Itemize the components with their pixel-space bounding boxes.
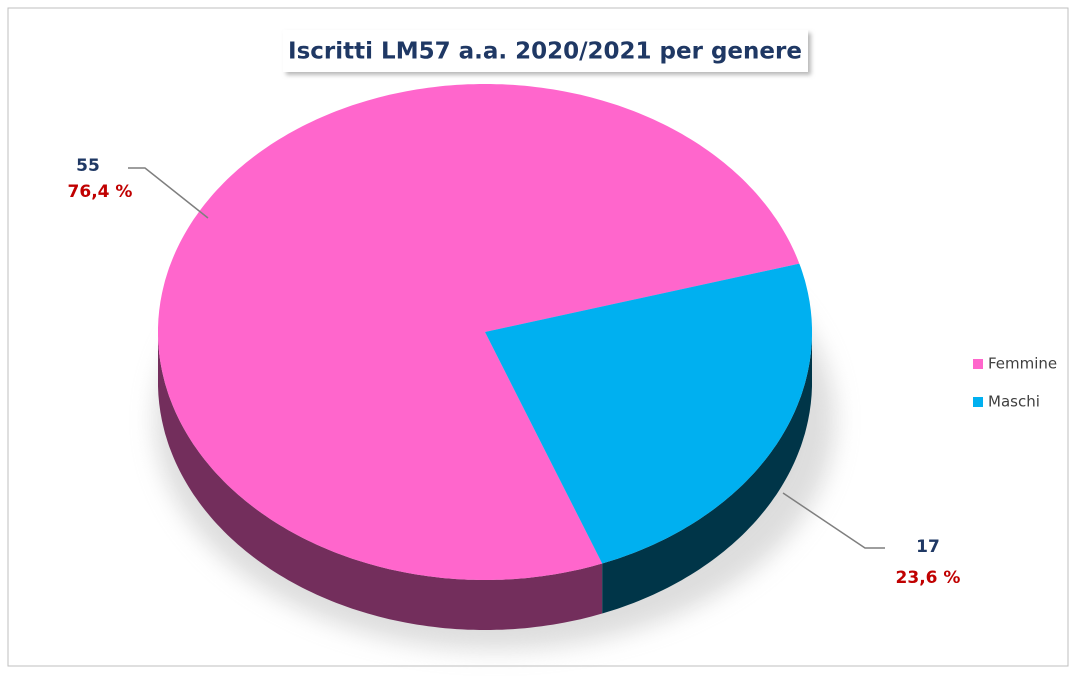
pie-slice [158,84,800,580]
legend-swatch [973,397,983,407]
data-label: 17 [916,537,940,557]
chart-title: Iscritti LM57 a.a. 2020/2021 per genere [288,39,802,65]
pie-slice [485,263,812,564]
legend-swatch [973,359,983,369]
labels: 55 76,4 % 17 23,6 % [68,156,961,588]
leader-line [128,167,209,219]
percent-label: 23,6 % [896,568,961,588]
legend-label: Maschi [988,393,1040,411]
pie-wall [158,332,603,630]
legend: Femmine Maschi [973,355,1057,411]
pie-wall [602,332,812,614]
percent-label: 76,4 % [68,182,133,202]
leader-line [782,492,885,549]
legend-label: Femmine [988,355,1057,373]
title-box [283,30,808,72]
data-label: 55 [76,156,100,176]
pie [158,84,812,630]
